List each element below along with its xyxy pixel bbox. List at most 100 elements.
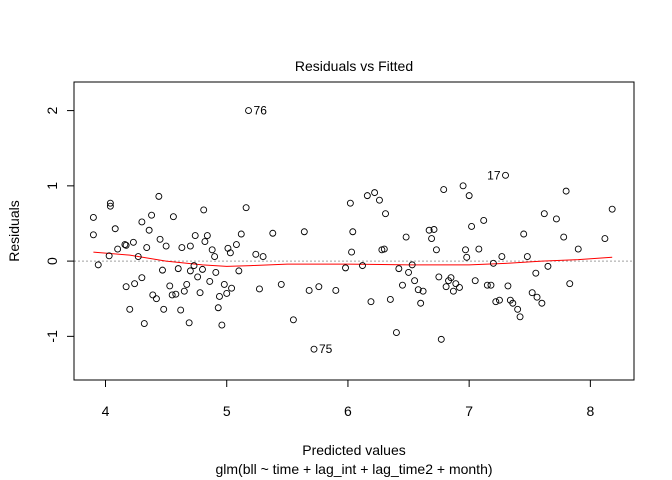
residual-point (359, 262, 366, 270)
residual-point (562, 187, 570, 195)
residual-point (89, 231, 97, 239)
residual-point (459, 182, 467, 190)
residual-point (552, 215, 560, 223)
residual-point (566, 280, 574, 288)
residual-point (131, 280, 139, 288)
residual-point (346, 199, 354, 207)
residual-point (463, 253, 471, 261)
smooth-line (93, 251, 613, 267)
residual-point (114, 245, 122, 253)
residual-point (442, 283, 450, 291)
residual-point (480, 217, 488, 224)
residual-point (475, 245, 483, 253)
residual-point (232, 241, 240, 248)
residual-point (386, 296, 394, 303)
residual-point (183, 280, 191, 288)
residual-point (129, 238, 137, 246)
residual-point (106, 199, 114, 207)
residual-point (363, 192, 371, 200)
residual-point (186, 267, 194, 275)
residual-point (560, 233, 568, 241)
residual-point (149, 291, 157, 299)
residual-point (162, 242, 170, 250)
residual-point (498, 253, 506, 261)
y-tick-label: 0 (44, 257, 60, 265)
residual-point (155, 192, 163, 200)
residual-point (203, 232, 211, 239)
outlier-label: 75 (319, 342, 333, 356)
residual-point (143, 244, 151, 252)
residual-point (269, 229, 277, 237)
x-axis-label: Predicted values (302, 442, 406, 458)
residual-point (538, 299, 546, 307)
residual-point (411, 277, 419, 285)
residual-point (220, 280, 228, 288)
residual-point (216, 293, 223, 300)
residual-point (425, 226, 433, 234)
residual-point (245, 107, 252, 115)
residual-point (430, 226, 438, 233)
outlier-label: 17 (487, 168, 501, 182)
residual-point (471, 277, 479, 285)
residual-point (367, 298, 375, 306)
residual-point (228, 284, 236, 292)
residual-point (432, 246, 440, 254)
residual-point (349, 228, 357, 236)
residual-point (160, 305, 168, 313)
residual-point (399, 281, 406, 289)
residual-point (533, 293, 541, 301)
y-tick-label: 1 (44, 182, 60, 190)
residual-point (402, 233, 410, 241)
residual-point (106, 202, 114, 210)
residual-point (544, 262, 552, 270)
residual-point (174, 265, 182, 273)
residual-point (166, 282, 174, 290)
residual-point (111, 225, 119, 233)
residual-point (376, 196, 383, 204)
residual-point (180, 287, 188, 295)
outlier-labels: 76 17 75 (254, 104, 501, 357)
residual-point (540, 210, 548, 218)
x-tick-label: 7 (465, 403, 473, 419)
residual-point (200, 206, 208, 214)
residual-point (138, 218, 146, 226)
residual-point (492, 298, 500, 306)
residual-point (414, 286, 422, 294)
residual-point (392, 329, 400, 337)
residual-point (487, 281, 495, 289)
x-tick-label: 8 (586, 403, 594, 419)
residual-point (122, 241, 130, 249)
residual-point (417, 299, 425, 307)
residual-point (121, 241, 129, 248)
plot-frame (73, 81, 635, 381)
residual-point (310, 345, 318, 353)
chart-title: Residuals vs Fitted (295, 58, 413, 74)
residual-point (178, 244, 186, 252)
outlier-label: 76 (254, 104, 268, 118)
residual-point (395, 265, 403, 273)
residual-point (177, 306, 185, 314)
x-tick-label: 6 (344, 403, 352, 419)
residual-point (237, 230, 245, 238)
residual-point (514, 305, 522, 313)
residual-point (608, 205, 616, 213)
residual-point (435, 273, 443, 281)
residual-point (218, 321, 226, 329)
residual-point (523, 253, 531, 261)
residual-point (168, 291, 176, 299)
residual-point (208, 246, 216, 254)
residual-point (300, 228, 308, 236)
residual-point (152, 295, 160, 303)
residual-point (428, 235, 436, 242)
residual-point (169, 213, 177, 221)
residual-point (223, 290, 231, 297)
residual-point (194, 273, 202, 281)
residual-point (528, 289, 536, 297)
residual-point (89, 214, 97, 221)
residual-points (89, 107, 616, 353)
residual-point (452, 280, 460, 288)
residual-point (502, 171, 509, 179)
residual-point (440, 186, 448, 194)
y-axis-label: Residuals (6, 200, 22, 261)
residual-point (408, 261, 416, 269)
